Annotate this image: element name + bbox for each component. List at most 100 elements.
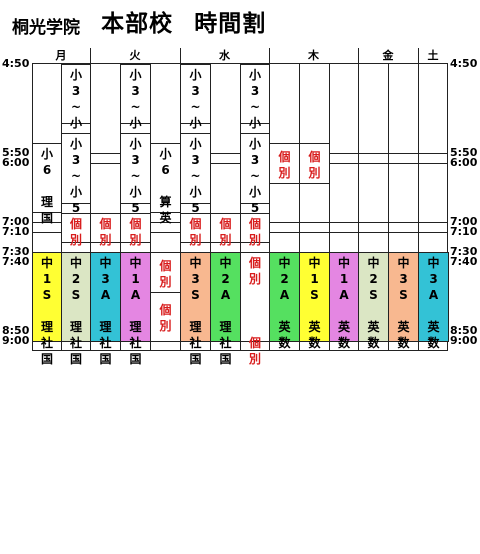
branch-name: 本部校 [101, 11, 174, 37]
class-label: 個 別 [69, 216, 82, 247]
day-divider [418, 48, 419, 352]
class-label: 中 1 S 理 社 国 [40, 256, 53, 367]
class-label: 中 3 A 理 社 国 [99, 256, 112, 367]
class-label: 中 1 A 英 数 [337, 256, 350, 351]
time-label: 8:50 [450, 324, 478, 338]
class-block: 中 3 A 英 数 [418, 252, 449, 350]
class-label: 小 3 ~ 小 5 [69, 137, 82, 216]
column-divider [388, 64, 389, 352]
class-block: 中 1 S 理 社 国 [32, 252, 62, 366]
school-name: 桐光学院 [12, 18, 80, 38]
time-label: 7:30 [2, 245, 30, 259]
private-lesson-block: 個 別 [90, 212, 121, 247]
class-label: 中 3 A 英 数 [427, 256, 440, 351]
class-label: 中 2 A 英 数 [278, 256, 291, 351]
elementary-class-block: 小 3 ~ 小 5 [180, 133, 211, 215]
class-label: 小 3 ~ 小 5 [248, 137, 261, 216]
private-lesson-block: 個 別 [120, 212, 151, 247]
class-block: 中 1 A 理 社 国 [120, 252, 151, 366]
class-label: 個 別 [278, 149, 291, 180]
day-header: 水 [219, 49, 230, 62]
time-label: 4:50 [450, 57, 478, 70]
day-header: 木 [308, 49, 319, 62]
time-label: 7:40 [450, 255, 478, 268]
time-label: 9:00 [2, 334, 30, 348]
column-divider [299, 64, 300, 352]
day-header: 金 [382, 49, 394, 62]
elementary-class-block: 小 6 理 国 [32, 143, 62, 225]
elementary-class-block: 小 6 算 英 [150, 143, 181, 225]
day-header: 火 [129, 49, 141, 62]
class-label: 小 6 理 国 [40, 147, 53, 226]
class-label: 個 別 [219, 216, 232, 247]
class-label: 個 別 [159, 303, 172, 334]
column-divider [210, 64, 211, 352]
class-label: 個 別 [189, 216, 202, 247]
class-label: 個 別 [99, 216, 112, 247]
class-block: 中 3 A 理 社 国 [90, 252, 121, 366]
class-label: 個 別 [159, 258, 172, 289]
time-label: 5:50 [450, 146, 478, 160]
time-label: 4:50 [2, 57, 30, 70]
elementary-class-block: 小 3 ~ 小 5 [61, 133, 91, 215]
class-label: 中 2 S 理 社 国 [69, 256, 82, 367]
time-label: 7:10 [450, 225, 478, 239]
private-lesson-block: 個 別 [269, 143, 300, 184]
class-label: 小 3 ~ 小 5 [189, 137, 202, 216]
column-divider [120, 64, 121, 352]
class-block: 中 2 A 英 数 [269, 252, 300, 350]
day-divider [358, 48, 359, 352]
day-header-row [32, 48, 448, 64]
elementary-class-block: 小 3 ~ 小 5 [180, 64, 211, 146]
class-label: 個 別 [308, 149, 321, 180]
class-block: 中 3 S 理 社 国 [180, 252, 211, 366]
day-header: 土 [427, 49, 439, 62]
time-label: 5:50 [2, 146, 30, 160]
document-title: 時間割 [194, 11, 267, 37]
time-label: 7:40 [2, 255, 30, 268]
time-label: 7:00 [450, 215, 478, 229]
time-label: 6:00 [450, 156, 478, 169]
class-label: 小 6 算 英 [159, 147, 172, 226]
time-label: 6:00 [2, 156, 30, 169]
class-label: 個 別 [129, 216, 142, 247]
time-label: 9:00 [450, 334, 478, 348]
class-label: 中 3 S 理 社 国 [189, 256, 202, 367]
class-block: 中 1 A 英 数 [329, 252, 359, 350]
private-lesson-block: 個 別 [299, 143, 330, 184]
class-label: 中 2 A 理 社 国 [219, 256, 232, 367]
elementary-class-block: 小 3 ~ 小 5 [120, 133, 151, 215]
day-header: 月 [55, 49, 67, 62]
class-label: 中 3 S 英 数 [397, 256, 410, 351]
page-title: 桐光学院 本部校 時間割 [12, 4, 266, 38]
class-label: 中 2 S 英 数 [367, 256, 380, 351]
private-lesson-block: 個 別 [240, 212, 270, 247]
time-label: 7:10 [2, 225, 30, 239]
elementary-class-block: 小 3 ~ 小 5 [240, 64, 270, 146]
class-block: 中 2 S 英 数 [358, 252, 389, 350]
class-label: 個 別 [248, 216, 261, 247]
class-label: 中 1 A 理 社 国 [129, 256, 142, 367]
private-lesson-block: 個 別 [150, 291, 181, 343]
class-label: 中 1 S 英 数 [308, 256, 321, 351]
private-lesson-block: 個 別 [180, 212, 211, 247]
class-block: 中 2 A 理 社 国 [210, 252, 241, 366]
time-label: 7:30 [450, 245, 478, 259]
class-block: 中 3 S 英 数 [388, 252, 419, 350]
class-block: 中 1 S 英 数 [299, 252, 330, 350]
column-divider [329, 64, 330, 352]
column-divider [240, 64, 241, 352]
private-lesson-block: 個 別 [210, 212, 241, 247]
private-lesson-block: 個 別 [61, 212, 91, 247]
time-label: 8:50 [2, 324, 30, 338]
class-label: 小 3 ~ 小 5 [129, 137, 142, 216]
time-label: 7:00 [2, 215, 30, 229]
class-block: 中 2 S 理 社 国 [61, 252, 91, 366]
class-label: 個 別 個 別 [248, 256, 261, 367]
private-lesson-block: 個 別 個 別 [240, 252, 270, 366]
elementary-class-block: 小 3 ~ 小 5 [120, 64, 151, 146]
elementary-class-block: 小 3 ~ 小 5 [61, 64, 91, 146]
elementary-class-block: 小 3 ~ 小 5 [240, 133, 270, 215]
private-lesson-block: 個 別 [150, 252, 181, 293]
